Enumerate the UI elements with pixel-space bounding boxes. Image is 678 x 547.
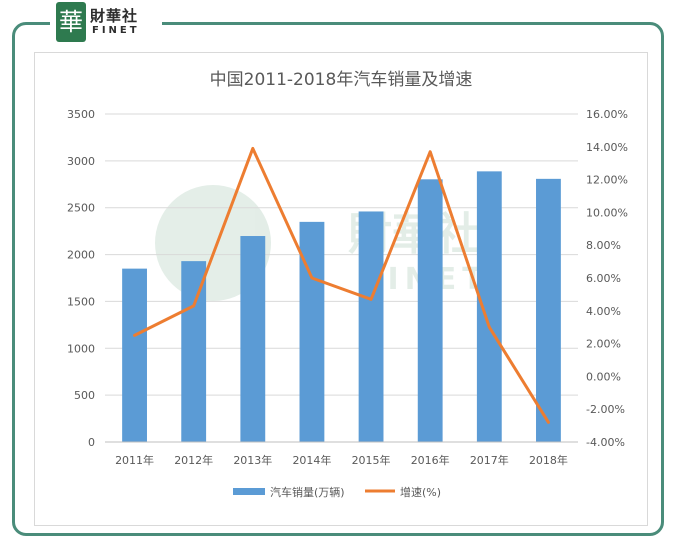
left-axis-tick-label: 500	[74, 389, 95, 402]
bar-sales-2017年	[476, 171, 502, 442]
x-axis-tick-label: 2011年	[115, 453, 154, 467]
x-axis-tick-label: 2017年	[470, 453, 509, 467]
left-axis-tick-label: 3000	[67, 155, 95, 168]
right-axis-tick-label: 8.00%	[586, 239, 621, 252]
x-axis-tick-label: 2014年	[292, 453, 331, 467]
bar-sales-2014年	[299, 221, 325, 442]
x-axis-tick-label: 2018年	[529, 453, 568, 467]
legend-swatch-bar	[233, 488, 265, 495]
left-axis-tick-label: 1000	[67, 342, 95, 355]
right-axis-tick-label: 4.00%	[586, 305, 621, 318]
left-axis-tick-label: 2000	[67, 249, 95, 262]
left-axis-tick-label: 0	[88, 436, 95, 449]
right-axis-tick-label: 2.00%	[586, 338, 621, 351]
chart-area: 財華社 FINET 中国2011-2018年汽车销量及增速 0500100015…	[34, 52, 648, 526]
legend: 汽车销量(万辆) 增速(%)	[233, 485, 441, 499]
bar-sales-2012年	[181, 261, 207, 442]
bar-sales-2016年	[417, 179, 443, 442]
right-axis-tick-label: 6.00%	[586, 272, 621, 285]
right-axis-tick-label: 12.00%	[586, 174, 628, 187]
bar-sales-2015年	[358, 211, 384, 442]
x-axis-tick-label: 2013年	[233, 453, 272, 467]
logo-chinese-text: 財華社	[90, 7, 139, 25]
bar-sales-2018年	[536, 178, 561, 442]
legend-label-sales: 汽车销量(万辆)	[270, 485, 345, 499]
sales-growth-chart: 財華社 FINET 中国2011-2018年汽车销量及增速 0500100015…	[67, 70, 628, 499]
finet-logo: 華 財華社 FINET	[50, 2, 162, 46]
growth-rate-line	[133, 146, 550, 424]
right-axis-tick-label: 14.00%	[586, 141, 628, 154]
right-axis-tick-label: -4.00%	[586, 436, 625, 449]
legend-label-growth: 增速(%)	[400, 485, 441, 499]
left-axis-tick-label: 1500	[67, 295, 95, 308]
logo-english-text: FINET	[92, 25, 140, 36]
bar-sales-2013年	[240, 236, 266, 442]
right-axis-tick-label: -2.00%	[586, 403, 625, 416]
bar-sales-2011年	[122, 268, 147, 442]
right-axis-tick-label: 10.00%	[586, 206, 628, 219]
x-axis-tick-label: 2016年	[411, 453, 450, 467]
left-axis-tick-label: 2500	[67, 202, 95, 215]
left-axis-tick-label: 3500	[67, 108, 95, 121]
x-axis-tick-label: 2015年	[352, 453, 391, 467]
right-axis-tick-label: 16.00%	[586, 108, 628, 121]
right-axis-tick-label: 0.00%	[586, 370, 621, 383]
chart-title: 中国2011-2018年汽车销量及增速	[210, 70, 473, 90]
logo-seal-icon: 華	[56, 2, 86, 42]
x-axis-tick-label: 2012年	[174, 453, 213, 467]
